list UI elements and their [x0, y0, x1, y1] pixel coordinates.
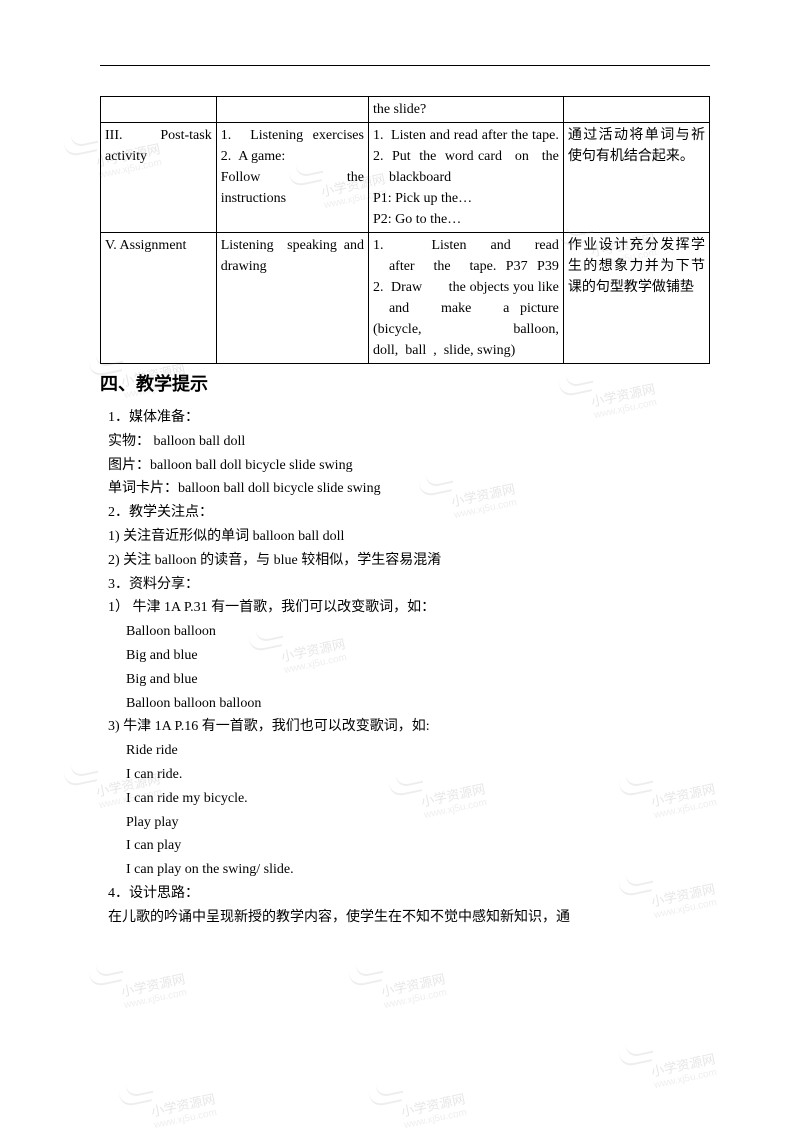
text: Listening speaking and drawing: [221, 238, 364, 274]
line: 3) 牛津 1A P.16 有一首歌，我们也可以改变歌词，如:: [108, 715, 710, 739]
text: 2. A game:: [221, 146, 364, 167]
watermark: 小学资源网 www.xj5u.com: [116, 1071, 219, 1138]
line: 2．教学关注点：: [108, 501, 710, 525]
cell-1-0: III. Post-task activity: [101, 123, 217, 233]
watermark: 小学资源网 www.xj5u.com: [616, 1031, 719, 1098]
cell-0-1: [216, 97, 368, 123]
table-row: V. Assignment Listening speaking and dra…: [101, 233, 710, 364]
text: 1. Listen and read after the tape. P37 P…: [373, 235, 559, 277]
line: 1．媒体准备：: [108, 406, 710, 430]
cell-1-3: 通过活动将单词与祈使句有机结合起来。: [563, 123, 709, 233]
line: Balloon balloon balloon: [108, 692, 710, 716]
line: Play play: [108, 811, 710, 835]
text: 2. Draw the objects you like and make a …: [373, 277, 559, 319]
line: 图片：balloon ball doll bicycle slide swing: [108, 454, 710, 478]
cell-2-0: V. Assignment: [101, 233, 217, 364]
text: P2: Go to the…: [373, 209, 559, 230]
watermark: 小学资源网 www.xj5u.com: [366, 1071, 469, 1138]
line: 1) 关注音近形似的单词 balloon ball doll: [108, 525, 710, 549]
text: instructions: [221, 188, 364, 209]
text: 1. Listen and read after the tape.: [373, 125, 559, 146]
line: 1） 牛津 1A P.31 有一首歌，我们可以改变歌词，如：: [108, 596, 710, 620]
cell-0-2: the slide?: [368, 97, 563, 123]
cell-0-3: [563, 97, 709, 123]
line: 2) 关注 balloon 的读音，与 blue 较相似，学生容易混淆: [108, 549, 710, 573]
text: 1. Listening exercises: [221, 125, 364, 146]
table-row: III. Post-task activity 1. Listening exe…: [101, 123, 710, 233]
line: Balloon balloon: [108, 620, 710, 644]
text: (bicycle, balloon, doll, ball , slide, s…: [373, 319, 559, 361]
cell-1-2: 1. Listen and read after the tape. 2. Pu…: [368, 123, 563, 233]
line: I can ride my bicycle.: [108, 787, 710, 811]
text: Follow the: [221, 167, 364, 188]
lesson-table: the slide? III. Post-task activity 1. Li…: [100, 96, 710, 364]
line: 4．设计思路：: [108, 882, 710, 906]
line: 在儿歌的吟诵中呈现新授的教学内容，使学生在不知不觉中感知新知识，通: [108, 906, 710, 930]
text: activity: [105, 149, 147, 164]
line: Big and blue: [108, 644, 710, 668]
table-row: the slide?: [101, 97, 710, 123]
cell-1-1: 1. Listening exercises 2. A game: Follow…: [216, 123, 368, 233]
line: Big and blue: [108, 668, 710, 692]
section-title: 四、教学提示: [100, 370, 710, 396]
line: I can ride.: [108, 763, 710, 787]
text: III. Post-task: [105, 125, 212, 146]
line: I can play on the swing/ slide.: [108, 858, 710, 882]
text: 2. Put the word card on the blackboard: [373, 146, 559, 188]
line: I can play: [108, 834, 710, 858]
line: 单词卡片：balloon ball doll bicycle slide swi…: [108, 477, 710, 501]
text: P1: Pick up the…: [373, 188, 559, 209]
line: 实物： balloon ball doll: [108, 430, 710, 454]
cell-2-2: 1. Listen and read after the tape. P37 P…: [368, 233, 563, 364]
body-text: 1．媒体准备： 实物： balloon ball doll 图片：balloon…: [100, 406, 710, 930]
cell-2-1: Listening speaking and drawing: [216, 233, 368, 364]
line: Ride ride: [108, 739, 710, 763]
line: 3．资料分享：: [108, 573, 710, 597]
cell-2-3: 作业设计充分发挥学生的想象力并为下节课的句型教学做铺垫: [563, 233, 709, 364]
cell-0-0: [101, 97, 217, 123]
top-rule: [100, 65, 710, 66]
